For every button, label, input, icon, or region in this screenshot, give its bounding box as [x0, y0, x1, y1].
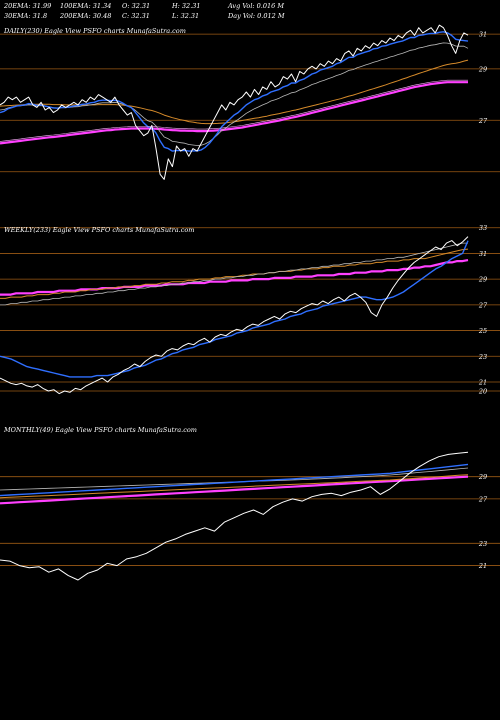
daily-ema200-line [0, 81, 468, 145]
weekly-y-tick-label: 21 [478, 379, 487, 387]
daily-y-tick-label: 27 [478, 117, 488, 125]
weekly-y-tick-label: 29 [478, 276, 487, 284]
weekly-price-line [0, 236, 469, 395]
monthly-y-tick-label: 23 [478, 540, 487, 548]
monthly-y-tick-label: 27 [478, 495, 488, 503]
header-30ema: 30EMA: 31.8 [4, 12, 48, 20]
monthly-y-tick-label: 29 [478, 473, 487, 481]
daily-ema30-line [0, 42, 469, 146]
weekly-y-tick-label: 27 [478, 301, 488, 309]
daily-ema200-highlight-line [0, 79, 468, 142]
header-100ema: 100EMA: 31.34 [60, 2, 112, 10]
daily-y-tick-label: 29 [478, 65, 487, 73]
weekly-y-tick-label: 23 [478, 353, 487, 361]
weekly-ema20-line [0, 240, 469, 378]
monthly-price-line [0, 451, 469, 581]
weekly-y-tick-label: 20 [478, 388, 487, 396]
monthly-ema20-line [0, 463, 469, 497]
daily-price-line [0, 24, 469, 180]
monthly-panel-title: MONTHLY(49) Eagle View PSFO charts Munaf… [4, 426, 197, 434]
monthly-ema100-line [0, 474, 469, 499]
header-20ema: 20EMA: 31.99 [4, 2, 52, 10]
header-low: L: 32.31 [172, 12, 200, 20]
daily-ema20-line [0, 31, 469, 152]
weekly-ema100-line [0, 248, 469, 299]
header-avg-vol: Avg Vol: 0.016 M [228, 2, 285, 10]
weekly-ema30-line [0, 242, 468, 306]
daily-panel-title: DAILY(230) Eagle View PSFO charts Munafa… [4, 27, 186, 35]
weekly-y-tick-label: 31 [479, 250, 487, 258]
weekly-ema200-line [0, 259, 469, 296]
header-200ema: 200EMA: 30.48 [60, 12, 112, 20]
header-close: C: 32.31 [122, 12, 150, 20]
monthly-y-tick-label: 21 [478, 562, 487, 570]
monthly-ema200-line [0, 475, 469, 505]
weekly-y-tick-label: 33 [479, 224, 487, 232]
weekly-panel-title: WEEKLY(233) Eagle View PSFO charts Munaf… [4, 226, 195, 234]
weekly-y-tick-label: 25 [478, 327, 487, 335]
header-open: O: 32.31 [122, 2, 151, 10]
header-day-vol: Day Vol: 0.012 M [228, 12, 285, 20]
daily-y-tick-label: 31 [479, 31, 487, 39]
header-high: H: 32.31 [172, 2, 201, 10]
